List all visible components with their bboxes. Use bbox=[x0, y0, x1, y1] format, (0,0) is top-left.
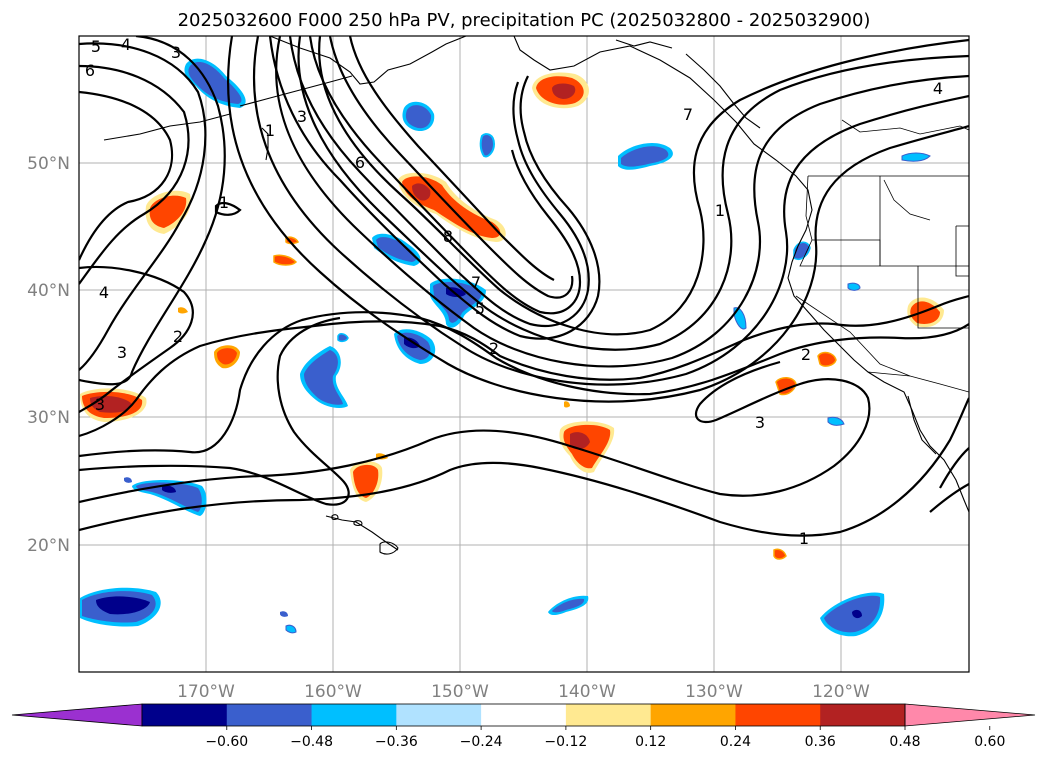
colorbar-tick-label: −0.24 bbox=[460, 734, 503, 750]
contour-label: 8 bbox=[443, 227, 453, 246]
contour-label: 7 bbox=[471, 273, 481, 292]
contour-label: 3 bbox=[117, 343, 127, 362]
x-axis-labels: 170°W 160°W 150°W 140°W 130°W 120°W bbox=[177, 682, 870, 702]
x-tick-label: 120°W bbox=[812, 682, 870, 702]
contour-label: 1 bbox=[799, 529, 809, 548]
contour-label: 2 bbox=[173, 327, 183, 346]
contour-label: 2 bbox=[801, 345, 811, 364]
political-borders bbox=[795, 119, 969, 393]
contour-label: 5 bbox=[475, 299, 485, 318]
colorbar-segment bbox=[311, 704, 397, 726]
coastlines bbox=[103, 36, 969, 555]
contour-label: 3 bbox=[171, 43, 181, 62]
contour-label: 4 bbox=[121, 35, 131, 54]
x-tick-label: 130°W bbox=[685, 682, 743, 702]
contour-label: 1 bbox=[265, 121, 275, 140]
colorbar-segment bbox=[142, 704, 228, 726]
pv-contours bbox=[79, 36, 969, 537]
x-tick-label: 140°W bbox=[558, 682, 616, 702]
precip-negative-blob bbox=[479, 133, 496, 158]
contour-label: 4 bbox=[99, 283, 109, 302]
colorbar-tick-label: 0.12 bbox=[635, 734, 666, 750]
colorbar-tick-label: −0.48 bbox=[290, 734, 333, 750]
contour-label: 3 bbox=[95, 395, 105, 414]
colorbar-segment bbox=[735, 704, 821, 726]
colorbar-segment bbox=[481, 704, 567, 726]
contour-label: 4 bbox=[933, 79, 943, 98]
colorbar-segment bbox=[820, 704, 906, 726]
figure-title: 2025032600 F000 250 hPa PV, precipitatio… bbox=[178, 10, 871, 31]
contour-label: 2 bbox=[489, 339, 499, 358]
contour-label: 3 bbox=[755, 413, 765, 432]
precip-shading bbox=[80, 58, 944, 637]
x-tick-label: 160°W bbox=[304, 682, 362, 702]
contour-label: 6 bbox=[85, 61, 95, 80]
y-tick-label: 20°N bbox=[27, 536, 70, 556]
y-tick-label: 50°N bbox=[27, 154, 70, 174]
colorbar-tick-label: −0.12 bbox=[544, 734, 587, 750]
colorbar-tick-label: −0.36 bbox=[375, 734, 418, 750]
colorbar-tick-label: −0.60 bbox=[205, 734, 248, 750]
map-frame bbox=[78, 35, 970, 673]
y-axis-labels: 50°N 40°N 30°N 20°N bbox=[27, 154, 70, 556]
x-tick-label: 150°W bbox=[431, 682, 489, 702]
contour-label: 1 bbox=[715, 201, 725, 220]
colorbar-segment bbox=[396, 704, 482, 726]
colorbar-tick-label: 0.24 bbox=[720, 734, 751, 750]
y-tick-label: 40°N bbox=[27, 281, 70, 301]
colorbar-segment bbox=[650, 704, 736, 726]
map-area: 4 5 6 3 1 3 6 8 7 5 2 1 4 1 4 3 2 3 2 3 … bbox=[79, 35, 969, 672]
colorbar-tick-label: 0.48 bbox=[889, 734, 920, 750]
colorbar-tick-label: 0.36 bbox=[805, 734, 836, 750]
pv-contour-labels: 4 5 6 3 1 3 6 8 7 5 2 1 4 1 4 3 2 3 2 3 … bbox=[85, 35, 943, 548]
contour-label: 6 bbox=[355, 153, 365, 172]
colorbar-tick-label: 0.60 bbox=[974, 734, 1005, 750]
x-tick-label: 170°W bbox=[177, 682, 235, 702]
contour-label: 1 bbox=[219, 193, 229, 212]
contour-label: 5 bbox=[91, 37, 101, 56]
colorbar-extend-min bbox=[11, 703, 143, 727]
y-tick-label: 30°N bbox=[27, 408, 70, 428]
contour-label: 7 bbox=[683, 105, 693, 124]
colorbar: −0.60 −0.48 −0.36 −0.24 −0.12 0.12 0.24 0.36 0.4… bbox=[11, 703, 1036, 750]
colorbar-extend-max bbox=[904, 703, 1036, 727]
colorbar-segment bbox=[565, 704, 652, 726]
contour-label: 3 bbox=[297, 107, 307, 126]
colorbar-segment bbox=[226, 704, 313, 726]
